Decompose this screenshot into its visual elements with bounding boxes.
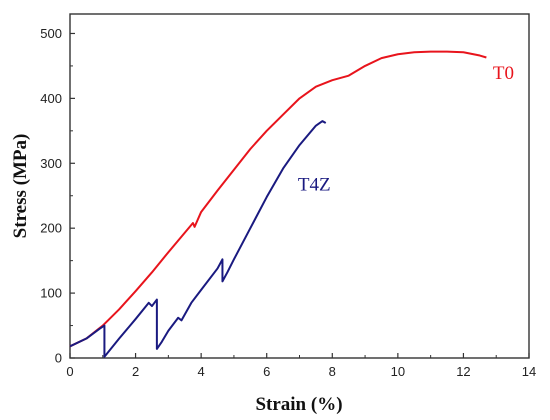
x-tick-label: 0 [66, 364, 73, 379]
x-axis-title: Strain (%) [255, 394, 342, 415]
series-layer: T0 T4Z [69, 50, 514, 358]
y-axis-ticks: 0 100 200 300 400 500 [40, 26, 75, 366]
x-tick-label: 14 [522, 364, 536, 379]
x-tick-label: 4 [198, 364, 205, 379]
y-tick-label: 0 [55, 351, 62, 366]
y-tick-label: 400 [40, 91, 62, 106]
y-tick-label: 300 [40, 156, 62, 171]
y-tick-label: 200 [40, 221, 62, 236]
x-tick-label: 10 [391, 364, 405, 379]
series-line-t4z [69, 120, 327, 358]
y-tick-label: 100 [40, 286, 62, 301]
y-tick-label: 500 [40, 26, 62, 41]
series-label-t4z: T4Z [298, 175, 331, 196]
series-label-t0: T0 [493, 63, 514, 84]
x-tick-label: 8 [329, 364, 336, 379]
x-tick-label: 12 [456, 364, 470, 379]
series-line-t0 [69, 50, 487, 348]
x-tick-label: 2 [132, 364, 139, 379]
y-axis-title: Stress (MPa) [10, 134, 31, 239]
x-tick-label: 6 [263, 364, 270, 379]
x-axis-ticks: 0 2 4 6 8 10 12 14 [66, 353, 536, 379]
